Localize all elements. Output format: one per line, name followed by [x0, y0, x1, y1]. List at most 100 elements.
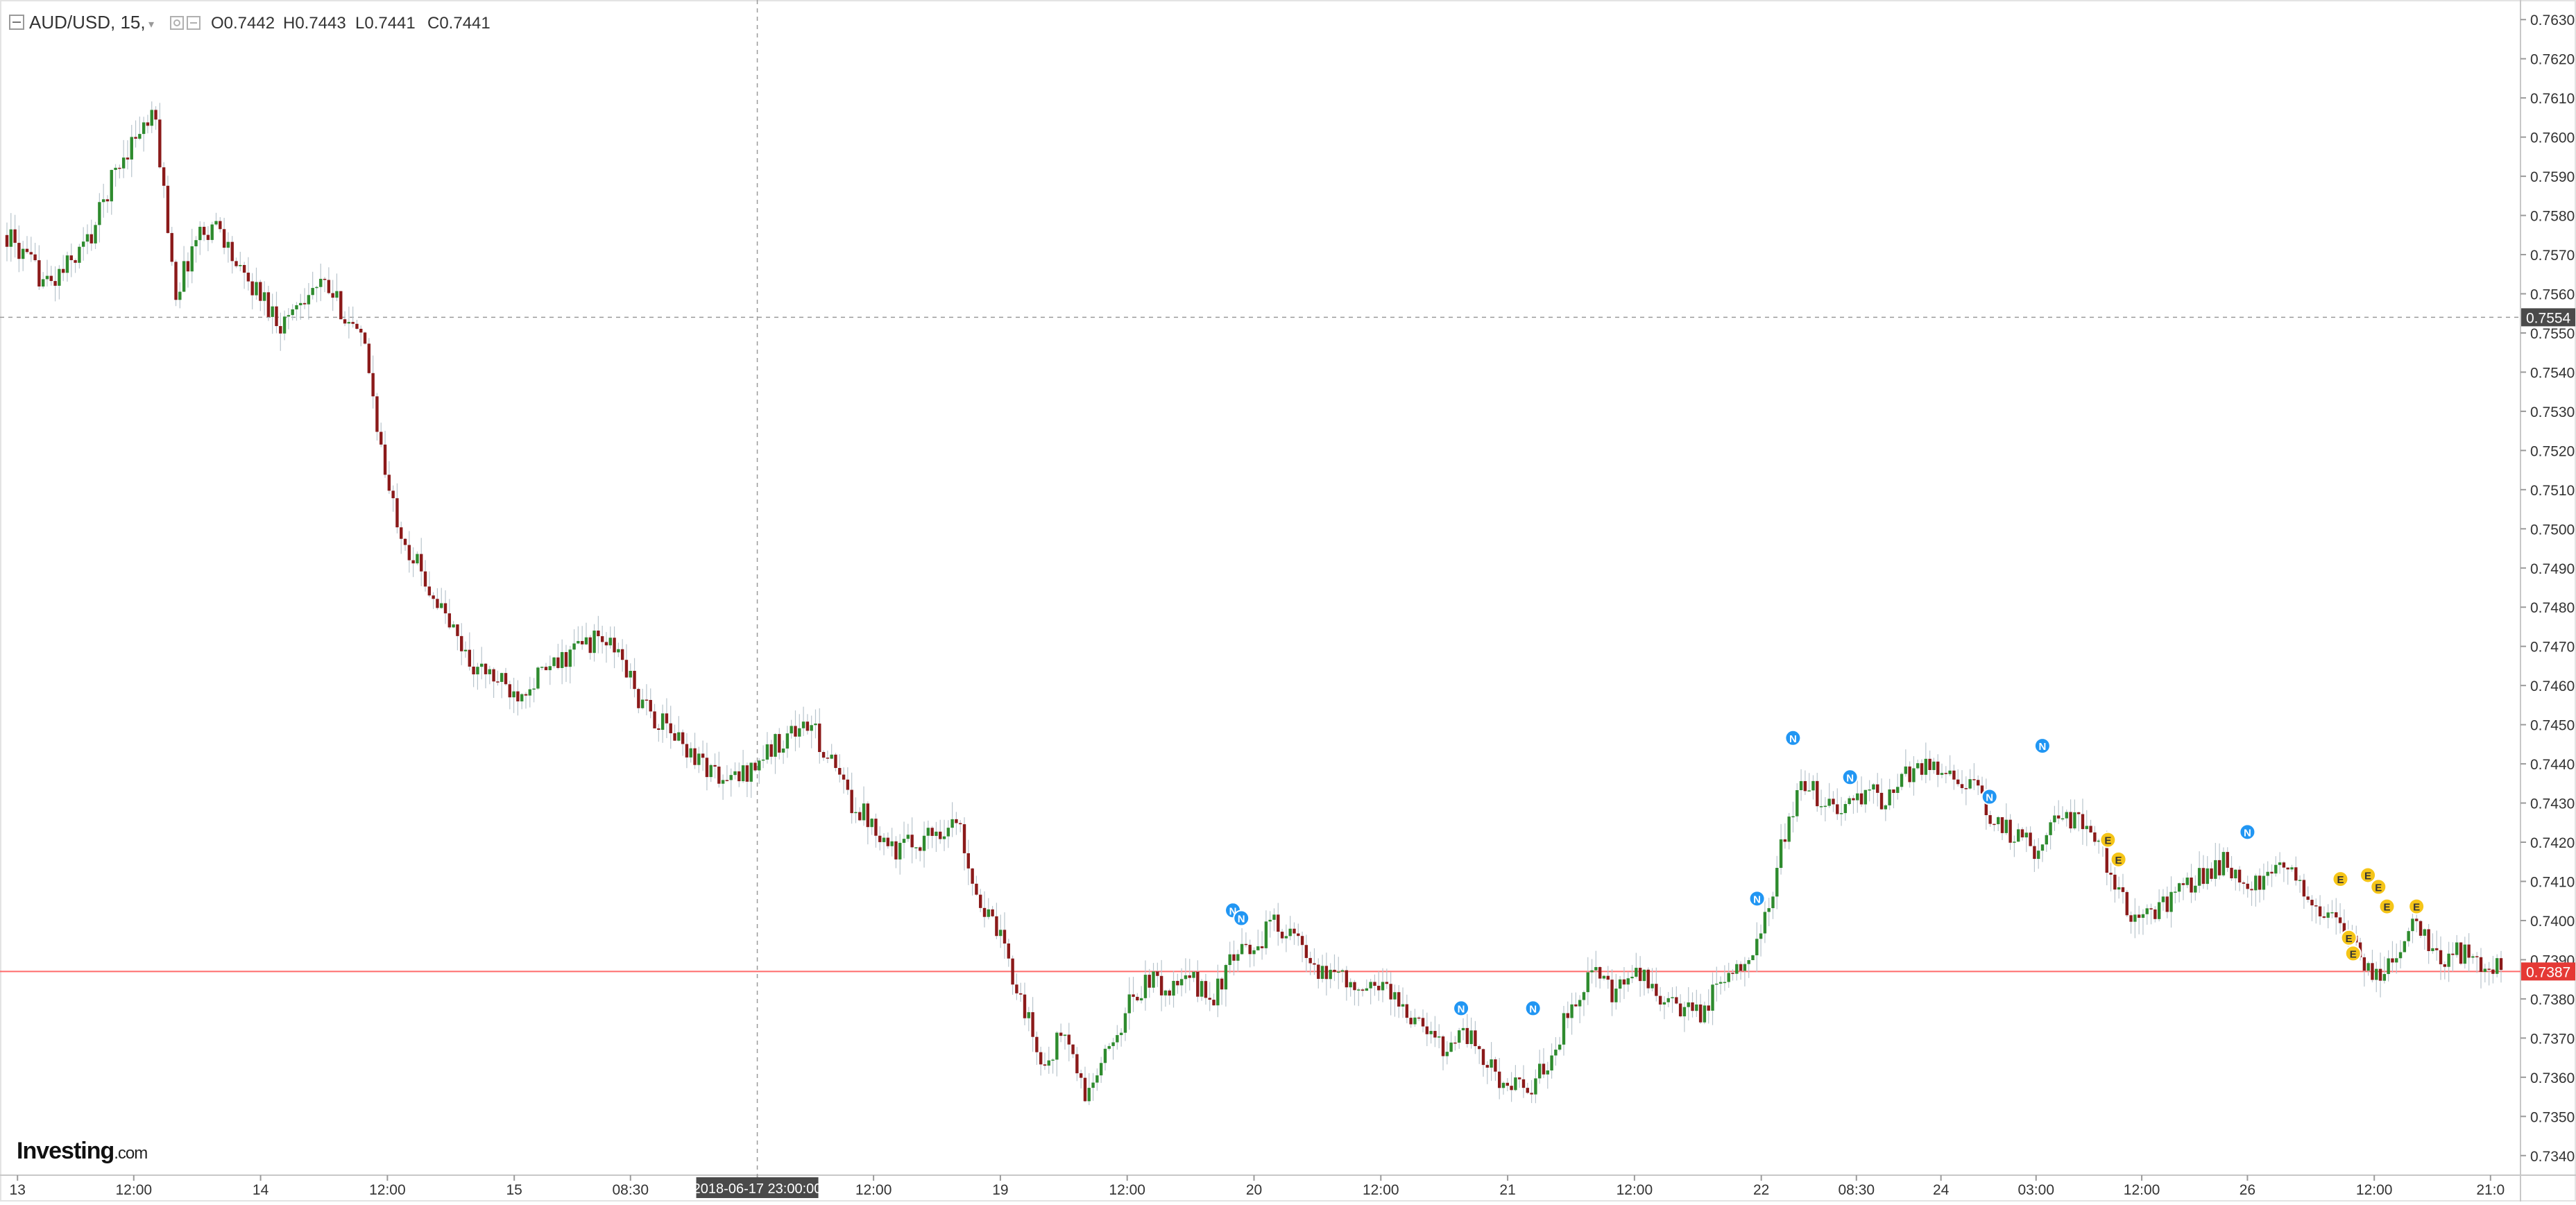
- candle-body: [1429, 1031, 1433, 1034]
- news-marker-icon[interactable]: N: [1784, 729, 1802, 746]
- candle-body: [2137, 914, 2141, 918]
- candle-body: [830, 754, 833, 759]
- candle-body: [1510, 1086, 1513, 1091]
- candle-body: [842, 774, 846, 780]
- candle-body: [363, 332, 367, 344]
- earnings-marker-icon[interactable]: E: [2099, 831, 2117, 848]
- price-tick-label: 0.7500: [2530, 522, 2575, 538]
- candle-body: [1461, 1027, 1465, 1031]
- candle-body: [302, 302, 307, 305]
- news-marker-icon[interactable]: N: [2033, 737, 2051, 755]
- candle-body: [226, 241, 230, 248]
- price-tick-label: 0.7400: [2530, 914, 2575, 930]
- candle-body: [1192, 971, 1195, 978]
- candle-body: [2330, 912, 2334, 914]
- news-marker-icon[interactable]: N: [2239, 823, 2256, 841]
- candle-body: [959, 823, 962, 825]
- candle-body: [1095, 1075, 1099, 1083]
- candle-body: [154, 110, 157, 120]
- news-marker-icon[interactable]: N: [1748, 890, 1766, 907]
- earnings-marker-icon[interactable]: E: [2408, 898, 2425, 915]
- candle-body: [1928, 758, 1931, 771]
- candle-body: [1320, 966, 1324, 980]
- news-marker-icon[interactable]: N: [1981, 788, 1998, 805]
- price-tick-label: 0.7510: [2530, 483, 2575, 499]
- candle-body: [1107, 1045, 1111, 1049]
- time-tick-label: 20: [1246, 1182, 1262, 1198]
- news-marker-icon[interactable]: N: [1453, 1000, 1470, 1017]
- candle-body: [681, 732, 685, 744]
- candle-body: [794, 726, 797, 737]
- time-tick-label: 12:00: [2124, 1182, 2160, 1198]
- earnings-marker-icon[interactable]: E: [2370, 878, 2387, 896]
- candle-body: [1827, 798, 1831, 806]
- candle-body: [162, 167, 166, 186]
- symbol-label[interactable]: AUD/USD, 15,: [29, 12, 146, 33]
- candle-body: [982, 907, 987, 917]
- candle-body: [2459, 942, 2463, 964]
- candle-body: [660, 713, 665, 730]
- candle-body: [1848, 798, 1851, 805]
- candle-body: [935, 831, 938, 836]
- candle-body: [2133, 914, 2137, 922]
- candle-body: [939, 831, 942, 839]
- candle-body: [1537, 1063, 1542, 1079]
- price-tick-label: 0.7630: [2530, 12, 2575, 28]
- candle-body: [178, 291, 182, 300]
- news-marker-icon[interactable]: N: [1841, 769, 1859, 786]
- candle-body: [528, 689, 531, 696]
- earnings-marker-icon[interactable]: E: [2360, 866, 2377, 884]
- candle-body: [130, 137, 133, 160]
- candle-body: [617, 649, 620, 653]
- candle-body: [2181, 883, 2185, 885]
- candle-body: [577, 641, 580, 644]
- candle-body: [53, 281, 57, 286]
- candle-body: [2467, 944, 2471, 958]
- earnings-marker-icon[interactable]: E: [2332, 871, 2349, 888]
- candle-body: [2419, 921, 2423, 936]
- settings-icon[interactable]: [170, 16, 184, 30]
- price-tick-label: 0.7620: [2530, 52, 2575, 68]
- candle-body: [246, 273, 250, 282]
- time-tick-label: 12:00: [116, 1182, 153, 1198]
- candle-body: [198, 226, 202, 241]
- news-marker-icon[interactable]: N: [1233, 909, 1250, 927]
- candle-body: [1123, 1013, 1127, 1033]
- candle-body: [1759, 933, 1763, 939]
- candle-body: [709, 764, 713, 778]
- earnings-marker-icon[interactable]: E: [2344, 945, 2362, 962]
- candle-body: [2499, 958, 2503, 971]
- candle-body: [1816, 780, 1819, 807]
- candle-body: [110, 169, 113, 202]
- candle-body: [1811, 780, 1815, 791]
- candle-body: [1152, 971, 1155, 988]
- candle-body: [2246, 883, 2249, 889]
- candle-body: [456, 624, 459, 636]
- candle-body: [234, 261, 238, 266]
- candle-body: [725, 780, 729, 781]
- candle-body: [488, 669, 492, 674]
- candle-body: [2069, 812, 2072, 829]
- candle-body: [1409, 1018, 1413, 1025]
- time-axis[interactable]: 1312:001412:001508:30112:001912:002012:0…: [10, 1175, 2505, 1198]
- candle-body: [1526, 1088, 1529, 1093]
- candle-body: [1763, 912, 1767, 934]
- candle-body: [2053, 815, 2056, 823]
- news-marker-icon[interactable]: N: [1524, 1000, 1542, 1017]
- candle-body: [1590, 970, 1594, 973]
- candle-body: [2174, 891, 2177, 893]
- price-axis[interactable]: 0.73400.73500.73600.73700.73800.73900.74…: [2520, 12, 2575, 1165]
- candle-body: [1755, 939, 1759, 956]
- candle-body: [194, 240, 198, 247]
- earnings-marker-icon[interactable]: E: [2378, 898, 2396, 915]
- interval-dropdown-icon[interactable]: ▾: [148, 19, 154, 31]
- candle-body: [2024, 832, 2028, 838]
- candle-body: [2395, 958, 2398, 963]
- candle-body: [818, 724, 821, 753]
- candle-body: [1047, 1060, 1050, 1066]
- candle-body: [1586, 972, 1589, 993]
- earnings-marker-icon[interactable]: E: [2110, 851, 2127, 868]
- earnings-marker-icon[interactable]: E: [2340, 929, 2357, 946]
